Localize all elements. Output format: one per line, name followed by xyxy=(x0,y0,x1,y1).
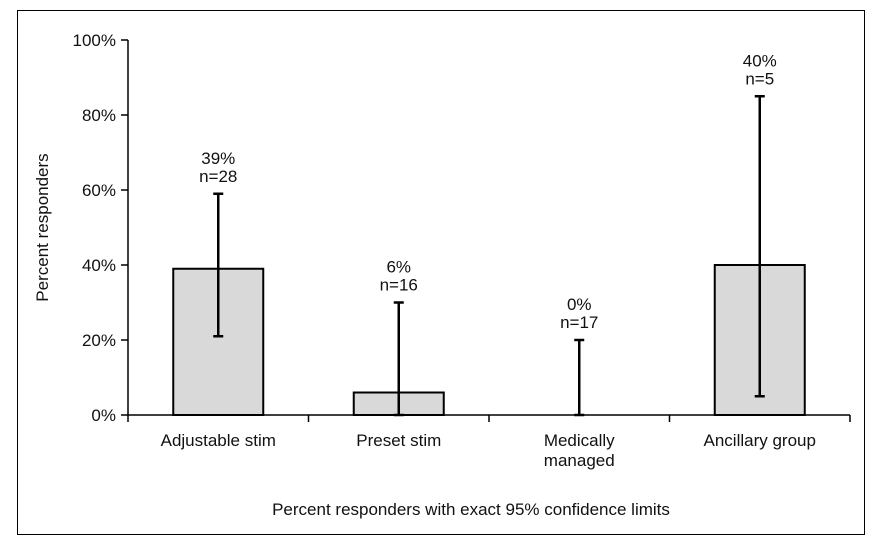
x-tick-label: Adjustable stim xyxy=(161,431,276,450)
data-label-percent: 6% xyxy=(386,258,411,277)
data-label-n: n=28 xyxy=(199,167,237,186)
data-label-percent: 0% xyxy=(567,295,592,314)
y-tick-label: 20% xyxy=(82,331,116,350)
x-tick-label: Preset stim xyxy=(356,431,441,450)
x-tick-label: Medically xyxy=(544,431,615,450)
x-tick-label: managed xyxy=(544,451,615,470)
chart-frame xyxy=(17,10,865,535)
data-label-n: n=5 xyxy=(745,69,774,88)
y-tick-label: 40% xyxy=(82,256,116,275)
data-label-n: n=17 xyxy=(560,313,598,332)
chart-caption: Percent responders with exact 95% confid… xyxy=(272,500,670,519)
y-tick-label: 0% xyxy=(91,406,116,425)
data-label-percent: 39% xyxy=(201,149,235,168)
y-tick-label: 100% xyxy=(73,31,116,50)
y-tick-label: 60% xyxy=(82,181,116,200)
y-axis-label: Percent responders xyxy=(33,153,52,301)
x-tick-label: Ancillary group xyxy=(704,431,816,450)
data-label-n: n=16 xyxy=(380,276,418,295)
data-label-percent: 40% xyxy=(743,51,777,70)
y-tick-label: 80% xyxy=(82,106,116,125)
